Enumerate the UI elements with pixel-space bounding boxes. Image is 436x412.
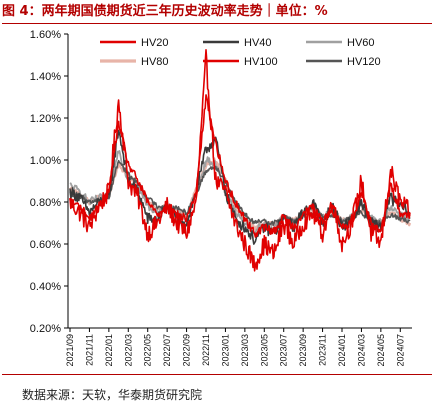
x-tick-label: 2024/05 [376, 334, 386, 367]
y-tick-label: 1.00% [30, 155, 61, 167]
y-tick-label: 0.40% [30, 281, 61, 293]
x-tick-label: 2023/07 [279, 334, 289, 367]
chart-legend: HV20 HV40 HV60 HV80 HV100 HV120 [100, 37, 381, 68]
x-tick-label: 2022/01 [104, 334, 114, 367]
series-lines [68, 49, 412, 272]
y-tick-label: 0.20% [30, 323, 61, 335]
y-tick-label: 0.60% [30, 239, 61, 251]
y-tick-label: 1.20% [30, 113, 61, 125]
x-tick-label: 2024/03 [356, 334, 366, 367]
series-line-hv20 [69, 49, 411, 272]
x-tick-label: 2023/05 [259, 334, 269, 367]
volatility-line-chart: 0.20% 0.40% 0.60% 0.80% 1.00% 1.20% 1.40% 1.60%… [30, 29, 412, 367]
x-tick-label: 2022/05 [143, 334, 153, 367]
legend-label-hv40: HV40 [244, 37, 272, 49]
chart-axes [64, 33, 412, 332]
y-tick-label: 1.60% [30, 29, 61, 41]
x-tick-label: 2023/01 [220, 334, 230, 367]
x-tick-label: 2024/01 [337, 334, 347, 367]
figure-title: 图 4：两年期国债期货近三年历史波动率走势｜单位：% [2, 4, 328, 19]
x-tick-label: 2024/07 [395, 334, 405, 367]
source-rule [2, 374, 432, 375]
x-tick-label: 2023/11 [318, 334, 328, 366]
x-tick-label: 2022/09 [182, 334, 192, 367]
x-tick-label: 2022/07 [162, 334, 172, 367]
x-tick-label: 2021/09 [65, 334, 75, 367]
source-note: 数据来源：天软，华泰期货研究院 [22, 388, 203, 402]
x-tick-label: 2021/11 [84, 334, 94, 366]
x-tick-label: 2023/03 [240, 334, 250, 367]
x-tick-label: 2023/09 [298, 334, 308, 367]
legend-label-hv120: HV120 [347, 56, 381, 68]
title-rule [2, 23, 432, 24]
x-tick-label: 2022/03 [123, 334, 133, 367]
x-tick-labels: 2021/09 2021/11 2022/01 2022/03 2022/05 2022/… [65, 334, 405, 367]
y-tick-labels: 0.20% 0.40% 0.60% 0.80% 1.00% 1.20% 1.40% 1.60% [30, 29, 61, 335]
legend-label-hv80: HV80 [141, 56, 169, 68]
y-tick-label: 0.80% [30, 197, 61, 209]
legend-label-hv60: HV60 [347, 37, 375, 49]
series-line-hv40 [69, 129, 411, 245]
legend-label-hv20: HV20 [141, 37, 169, 49]
y-tick-label: 1.40% [30, 71, 61, 83]
x-tick-label: 2022/11 [201, 334, 211, 366]
legend-label-hv100: HV100 [244, 56, 278, 68]
